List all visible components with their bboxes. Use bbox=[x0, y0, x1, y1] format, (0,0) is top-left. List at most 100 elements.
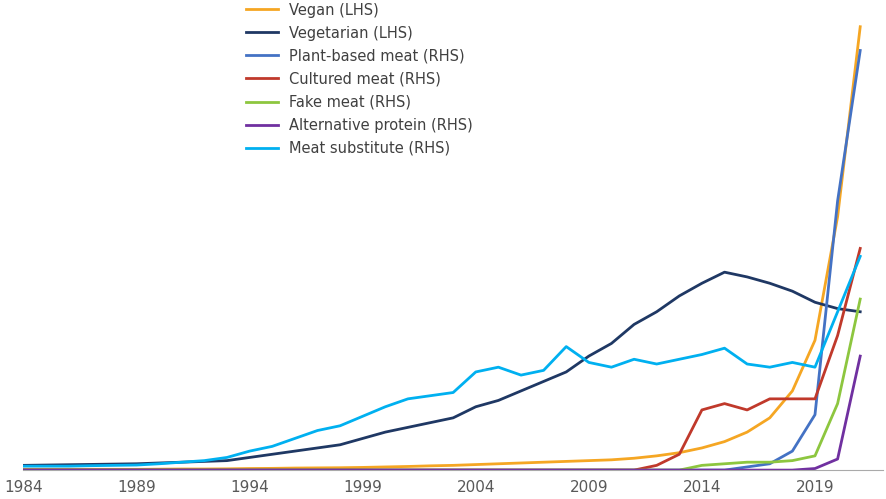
Vegetarian (LHS) bbox=[650, 309, 661, 315]
Alternative protein (RHS) bbox=[538, 467, 548, 473]
Cultured meat (RHS) bbox=[831, 332, 842, 338]
Vegetarian (LHS) bbox=[153, 460, 164, 466]
Fake meat (RHS) bbox=[470, 467, 480, 473]
Line: Cultured meat (RHS): Cultured meat (RHS) bbox=[23, 249, 859, 470]
Vegan (LHS) bbox=[334, 465, 345, 471]
Meat substitute (RHS) bbox=[289, 436, 299, 442]
Vegan (LHS) bbox=[267, 466, 277, 472]
Fake meat (RHS) bbox=[402, 467, 413, 473]
Vegetarian (LHS) bbox=[86, 462, 97, 468]
Vegetarian (LHS) bbox=[628, 321, 639, 327]
Cultured meat (RHS) bbox=[673, 451, 684, 457]
Alternative protein (RHS) bbox=[244, 467, 254, 473]
Vegan (LHS) bbox=[41, 467, 51, 473]
Plant-based meat (RHS) bbox=[628, 467, 639, 473]
Alternative protein (RHS) bbox=[86, 467, 97, 473]
Fake meat (RHS) bbox=[222, 467, 232, 473]
Vegetarian (LHS) bbox=[696, 280, 706, 286]
Plant-based meat (RHS) bbox=[41, 467, 51, 473]
Fake meat (RHS) bbox=[379, 467, 390, 473]
Plant-based meat (RHS) bbox=[764, 461, 774, 467]
Legend: Vegan (LHS), Vegetarian (LHS), Plant-based meat (RHS), Cultured meat (RHS), Fake: Vegan (LHS), Vegetarian (LHS), Plant-bas… bbox=[245, 2, 472, 156]
Vegetarian (LHS) bbox=[357, 436, 368, 442]
Fake meat (RHS) bbox=[650, 467, 661, 473]
Vegetarian (LHS) bbox=[854, 309, 865, 315]
Vegan (LHS) bbox=[131, 467, 142, 473]
Plant-based meat (RHS) bbox=[86, 467, 97, 473]
Alternative protein (RHS) bbox=[605, 467, 616, 473]
Meat substitute (RHS) bbox=[560, 344, 571, 350]
Vegetarian (LHS) bbox=[379, 429, 390, 435]
Alternative protein (RHS) bbox=[357, 467, 368, 473]
Alternative protein (RHS) bbox=[402, 467, 413, 473]
Plant-based meat (RHS) bbox=[831, 198, 842, 204]
Plant-based meat (RHS) bbox=[402, 467, 413, 473]
Vegetarian (LHS) bbox=[741, 274, 751, 280]
Fake meat (RHS) bbox=[628, 467, 639, 473]
Vegetarian (LHS) bbox=[673, 293, 684, 299]
Alternative protein (RHS) bbox=[18, 467, 28, 473]
Fake meat (RHS) bbox=[447, 467, 458, 473]
Meat substitute (RHS) bbox=[854, 253, 865, 259]
Plant-based meat (RHS) bbox=[289, 467, 299, 473]
Meat substitute (RHS) bbox=[63, 463, 74, 469]
Cultured meat (RHS) bbox=[222, 467, 232, 473]
Vegan (LHS) bbox=[176, 466, 187, 472]
Cultured meat (RHS) bbox=[854, 246, 865, 251]
Vegan (LHS) bbox=[719, 439, 729, 445]
Alternative protein (RHS) bbox=[267, 467, 277, 473]
Alternative protein (RHS) bbox=[108, 467, 119, 473]
Meat substitute (RHS) bbox=[18, 463, 28, 469]
Vegan (LHS) bbox=[18, 467, 28, 473]
Plant-based meat (RHS) bbox=[447, 467, 458, 473]
Plant-based meat (RHS) bbox=[267, 467, 277, 473]
Vegan (LHS) bbox=[515, 460, 525, 466]
Fake meat (RHS) bbox=[605, 467, 616, 473]
Cultured meat (RHS) bbox=[696, 407, 706, 413]
Vegetarian (LHS) bbox=[289, 448, 299, 454]
Meat substitute (RHS) bbox=[334, 423, 345, 429]
Alternative protein (RHS) bbox=[764, 467, 774, 473]
Line: Meat substitute (RHS): Meat substitute (RHS) bbox=[23, 256, 859, 466]
Vegetarian (LHS) bbox=[538, 378, 548, 384]
Vegetarian (LHS) bbox=[764, 280, 774, 286]
Fake meat (RHS) bbox=[131, 467, 142, 473]
Vegetarian (LHS) bbox=[605, 340, 616, 346]
Fake meat (RHS) bbox=[63, 467, 74, 473]
Vegetarian (LHS) bbox=[63, 462, 74, 468]
Cultured meat (RHS) bbox=[515, 467, 525, 473]
Vegan (LHS) bbox=[628, 455, 639, 461]
Plant-based meat (RHS) bbox=[515, 467, 525, 473]
Plant-based meat (RHS) bbox=[854, 47, 865, 53]
Cultured meat (RHS) bbox=[63, 467, 74, 473]
Fake meat (RHS) bbox=[719, 461, 729, 467]
Meat substitute (RHS) bbox=[605, 364, 616, 370]
Plant-based meat (RHS) bbox=[312, 467, 323, 473]
Meat substitute (RHS) bbox=[244, 448, 254, 454]
Meat substitute (RHS) bbox=[447, 390, 458, 396]
Cultured meat (RHS) bbox=[176, 467, 187, 473]
Vegetarian (LHS) bbox=[131, 461, 142, 467]
Cultured meat (RHS) bbox=[560, 467, 571, 473]
Vegan (LHS) bbox=[786, 388, 797, 394]
Plant-based meat (RHS) bbox=[176, 467, 187, 473]
Vegetarian (LHS) bbox=[719, 269, 729, 275]
Fake meat (RHS) bbox=[334, 467, 345, 473]
Cultured meat (RHS) bbox=[628, 467, 639, 473]
Cultured meat (RHS) bbox=[741, 407, 751, 413]
Vegetarian (LHS) bbox=[470, 404, 480, 410]
Alternative protein (RHS) bbox=[198, 467, 209, 473]
Vegan (LHS) bbox=[560, 459, 571, 465]
Vegan (LHS) bbox=[357, 465, 368, 471]
Alternative protein (RHS) bbox=[312, 467, 323, 473]
Fake meat (RHS) bbox=[560, 467, 571, 473]
Vegan (LHS) bbox=[86, 467, 97, 473]
Vegan (LHS) bbox=[538, 459, 548, 465]
Fake meat (RHS) bbox=[424, 467, 435, 473]
Cultured meat (RHS) bbox=[357, 467, 368, 473]
Alternative protein (RHS) bbox=[153, 467, 164, 473]
Alternative protein (RHS) bbox=[673, 467, 684, 473]
Cultured meat (RHS) bbox=[605, 467, 616, 473]
Meat substitute (RHS) bbox=[583, 359, 594, 365]
Fake meat (RHS) bbox=[786, 458, 797, 464]
